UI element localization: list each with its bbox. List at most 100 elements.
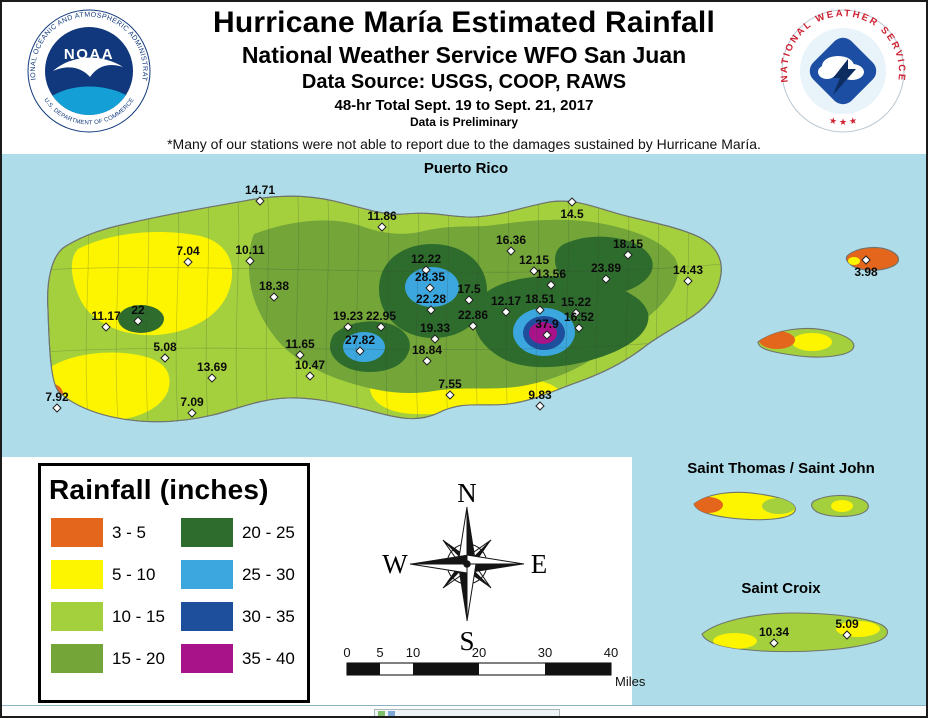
- compass-s-label: S: [459, 626, 474, 656]
- legend-swatch: [51, 560, 103, 589]
- puerto-rico-island: [47, 195, 722, 423]
- nws-logo: NATIONAL WEATHER SERVICE ★ ★ ★: [780, 8, 905, 133]
- noaa-acronym: NOAA: [64, 46, 114, 63]
- legend-title: Rainfall (inches): [49, 474, 269, 505]
- station-markers: 14.71 11.86 7.04 10.11 18.38 12.22 28.35 22.28 1…: [45, 183, 878, 648]
- station-marker: 12.15: [519, 253, 549, 276]
- station-value-label: 7.55: [438, 377, 462, 391]
- puerto-rico-label: Puerto Rico: [423, 160, 509, 177]
- station-point-icon: [546, 280, 556, 290]
- station-value-label: 10.34: [759, 625, 789, 639]
- station-marker: 27.82: [345, 333, 375, 356]
- station-value-label: 14.71: [245, 183, 275, 197]
- saint-thomas-island: [693, 491, 796, 521]
- station-marker: 16.36: [496, 233, 526, 256]
- legend-entry: 3 - 5: [51, 518, 165, 547]
- station-marker: 22.28: [416, 292, 446, 315]
- data-source-line: Data Source: USGS, COOP, RAWS: [301, 71, 627, 93]
- station-value-label: 12.17: [491, 294, 521, 308]
- legend-entry: 35 - 40: [180, 644, 295, 673]
- station-marker: 3.98: [854, 255, 878, 279]
- legend-entry: 10 - 15: [51, 602, 165, 631]
- station-point-icon: [571, 308, 581, 318]
- station-marker: 12.22: [411, 252, 441, 275]
- station-marker: 10.11: [235, 243, 265, 266]
- station-marker: 5.08: [153, 340, 177, 363]
- station-point-icon: [769, 638, 779, 648]
- station-point-icon: [842, 630, 852, 640]
- station-point-icon: [133, 316, 143, 326]
- vieques-island: [757, 327, 855, 358]
- rainfall-contour: [713, 633, 757, 649]
- station-point-icon: [422, 356, 432, 366]
- station-value-label: 28.35: [415, 270, 445, 284]
- legend-entry: 20 - 25: [180, 518, 295, 547]
- scale-tick: 20: [472, 645, 486, 660]
- station-marker: 13.69: [197, 360, 227, 383]
- station-point-icon: [207, 373, 217, 383]
- station-point-icon: [535, 305, 545, 315]
- window-edge-artifact: [374, 709, 560, 716]
- preliminary-line: Data is Preliminary: [409, 115, 519, 129]
- scale-tick: 5: [376, 645, 383, 660]
- station-marker: 14.5: [560, 197, 584, 221]
- station-value-label: 18.51: [525, 292, 555, 306]
- station-marker: 11.65: [285, 337, 315, 360]
- station-point-icon: [464, 295, 474, 305]
- station-value-label: 18.38: [259, 279, 289, 293]
- station-point-icon: [305, 371, 315, 381]
- station-marker: 9.83: [528, 388, 552, 411]
- rainfall-contour: [118, 305, 164, 333]
- station-marker: 23.89: [591, 261, 621, 284]
- station-value-label: 5.09: [835, 617, 859, 631]
- station-value-label: 3.98: [854, 265, 878, 279]
- rainfall-contour: [529, 322, 557, 344]
- nws-ring-stars: ★ ★ ★: [828, 115, 858, 127]
- station-value-label: 16.52: [564, 310, 594, 324]
- legend-swatch: [180, 602, 233, 631]
- station-point-icon: [355, 346, 365, 356]
- station-point-icon: [377, 222, 387, 232]
- station-point-icon: [376, 322, 386, 332]
- svg-text:★ ★ ★: ★ ★ ★: [828, 115, 858, 127]
- page-subtitle: National Weather Service WFO San Juan: [241, 42, 687, 68]
- station-point-icon: [295, 350, 305, 360]
- station-marker: 19.33: [420, 321, 450, 344]
- period-line: 48-hr Total Sept. 19 to Sept. 21, 2017: [334, 97, 594, 114]
- legend-label: 30 - 35: [241, 606, 295, 626]
- station-marker: 7.55: [438, 377, 462, 400]
- station-marker: 22.95: [366, 309, 396, 332]
- station-value-label: 18.84: [412, 343, 442, 357]
- station-marker: 28.35: [415, 270, 445, 293]
- station-marker: 12.17: [491, 294, 521, 317]
- station-marker: 7.04: [176, 244, 200, 267]
- station-marker: 10.47: [295, 358, 325, 381]
- rainfall-contour: [71, 232, 233, 336]
- station-marker: 18.15: [613, 237, 643, 260]
- legend-swatch: [51, 602, 103, 631]
- station-value-label: 7.04: [176, 244, 200, 258]
- rainfall-contour: [792, 333, 832, 351]
- legend-entry: 30 - 35: [180, 602, 295, 631]
- station-value-label: 13.56: [536, 267, 566, 281]
- station-marker: 17.5: [457, 282, 481, 305]
- legend-swatch: [180, 560, 233, 589]
- rainfall-contour: [694, 497, 723, 513]
- station-marker: 14.43: [673, 263, 703, 286]
- noaa-gull-icon: [53, 57, 123, 77]
- rainfall-contour: [343, 332, 385, 362]
- station-value-label: 10.47: [295, 358, 325, 372]
- station-value-label: 17.5: [457, 282, 481, 296]
- scale-bar: 0 5 10 20 30 40 Miles: [343, 645, 645, 689]
- station-point-icon: [343, 322, 353, 332]
- culebra-island: [845, 246, 900, 271]
- station-value-label: 9.83: [528, 388, 552, 402]
- station-marker: 7.09: [180, 395, 204, 418]
- scale-bar-segment: [413, 663, 479, 675]
- scale-tick: 0: [343, 645, 350, 660]
- legend-label: 3 - 5: [112, 522, 147, 542]
- station-marker: 37.9: [535, 317, 559, 340]
- legend-label: 15 - 20: [112, 648, 165, 668]
- station-value-label: 16.36: [496, 233, 526, 247]
- station-point-icon: [255, 196, 265, 206]
